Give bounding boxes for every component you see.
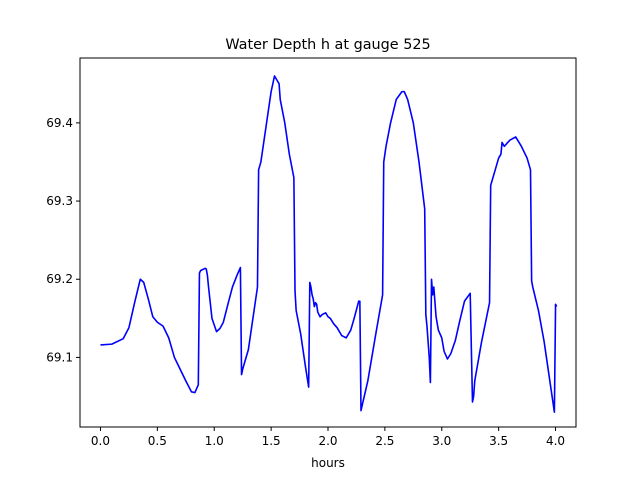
x-tick-label: 0.5 xyxy=(148,434,167,448)
y-tick-label: 69.4 xyxy=(46,116,73,130)
y-tick-label: 69.1 xyxy=(46,350,73,364)
x-tick-label: 2.0 xyxy=(318,434,337,448)
x-tick-label: 1.0 xyxy=(205,434,224,448)
x-axis: 0.0 0.5 1.0 1.5 2.0 2.5 3.0 3.5 4.0 xyxy=(91,427,565,448)
x-axis-label: hours xyxy=(311,456,345,470)
y-axis: 69.1 69.2 69.3 69.4 xyxy=(46,116,80,364)
y-tick-label: 69.3 xyxy=(46,194,73,208)
series-layer xyxy=(100,75,558,413)
x-tick-label: 4.0 xyxy=(546,434,565,448)
series-line-1 xyxy=(100,75,558,413)
x-tick-label: 0.0 xyxy=(91,434,110,448)
x-tick-label: 3.5 xyxy=(489,434,508,448)
x-tick-label: 1.5 xyxy=(262,434,281,448)
x-tick-label: 2.5 xyxy=(375,434,394,448)
y-tick-label: 69.2 xyxy=(46,272,73,286)
x-tick-label: 3.0 xyxy=(432,434,451,448)
chart-title: Water Depth h at gauge 525 xyxy=(225,37,430,53)
